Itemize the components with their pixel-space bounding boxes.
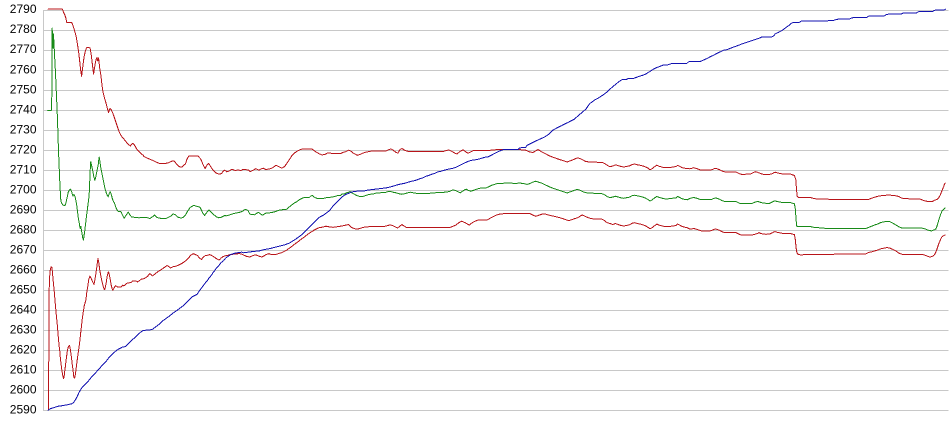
svg-text:2690: 2690	[10, 202, 37, 216]
svg-text:2650: 2650	[10, 283, 37, 297]
svg-text:2590: 2590	[10, 403, 37, 417]
svg-text:2620: 2620	[10, 343, 37, 357]
svg-text:2790: 2790	[10, 2, 37, 16]
svg-text:2630: 2630	[10, 323, 37, 337]
svg-text:2640: 2640	[10, 303, 37, 317]
svg-text:2610: 2610	[10, 363, 37, 377]
svg-text:2770: 2770	[10, 42, 37, 56]
svg-text:2680: 2680	[10, 222, 37, 236]
svg-text:2720: 2720	[10, 142, 37, 156]
svg-text:2670: 2670	[10, 242, 37, 256]
svg-text:2740: 2740	[10, 102, 37, 116]
svg-text:2700: 2700	[10, 182, 37, 196]
svg-text:2660: 2660	[10, 263, 37, 277]
svg-text:2600: 2600	[10, 383, 37, 397]
svg-text:2760: 2760	[10, 62, 37, 76]
svg-text:2750: 2750	[10, 82, 37, 96]
svg-text:2780: 2780	[10, 22, 37, 36]
svg-text:2730: 2730	[10, 122, 37, 136]
svg-text:2710: 2710	[10, 162, 37, 176]
